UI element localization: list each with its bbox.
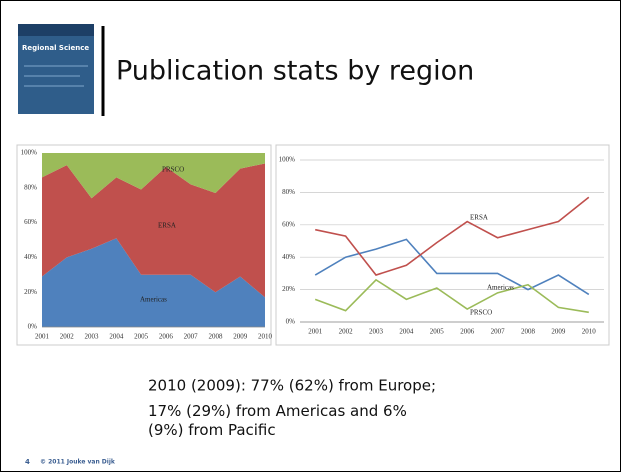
x-tick-label: 2005 bbox=[134, 333, 149, 341]
x-tick-label: 2001 bbox=[35, 333, 50, 341]
series-label: Americas bbox=[487, 284, 514, 292]
y-tick-label: 60% bbox=[282, 220, 295, 228]
x-tick-label: 2009 bbox=[551, 328, 566, 336]
x-tick-label: 2008 bbox=[208, 333, 223, 341]
y-tick-label: 20% bbox=[282, 285, 295, 293]
chart-frame bbox=[276, 145, 609, 345]
y-tick-label: 100% bbox=[279, 156, 296, 164]
series-label: ERSA bbox=[158, 222, 176, 230]
x-tick-label: 2006 bbox=[159, 333, 174, 341]
x-tick-label: 2002 bbox=[339, 328, 354, 336]
x-tick-label: 2004 bbox=[109, 333, 124, 341]
series-label: Americas bbox=[140, 296, 167, 304]
x-tick-label: 2009 bbox=[233, 333, 248, 341]
y-tick-label: 80% bbox=[24, 183, 37, 191]
x-tick-label: 2010 bbox=[258, 333, 273, 341]
x-tick-label: 2005 bbox=[430, 328, 445, 336]
series-label: PRSCO bbox=[470, 309, 492, 317]
y-tick-label: 0% bbox=[286, 318, 296, 326]
x-tick-label: 2002 bbox=[60, 333, 75, 341]
series-label: PRSCO bbox=[162, 166, 184, 174]
x-tick-label: 2004 bbox=[399, 328, 414, 336]
body-block: 17% (29%) from Americas and 6% (9%) from… bbox=[146, 402, 446, 452]
slide: Regional Science Publication stats by re… bbox=[0, 0, 621, 472]
slide-title: Publication stats by region bbox=[116, 56, 474, 87]
y-tick-label: 100% bbox=[21, 149, 38, 157]
footer-text: © 2011 Jouke van Dijk bbox=[40, 459, 116, 466]
series-label: ERSA bbox=[470, 214, 488, 222]
y-tick-label: 20% bbox=[24, 288, 37, 296]
cover-title: Regional Science bbox=[22, 44, 89, 52]
page-number: 4 bbox=[25, 458, 30, 466]
x-tick-label: 2006 bbox=[460, 328, 475, 336]
cover-image bbox=[18, 24, 94, 114]
x-tick-label: 2007 bbox=[491, 328, 506, 336]
cover: Regional Science bbox=[18, 24, 94, 114]
y-tick-label: 80% bbox=[282, 188, 295, 196]
x-tick-label: 2008 bbox=[521, 328, 536, 336]
body-text: 2010 (2009): 77% (62%) from Europe; bbox=[148, 377, 436, 395]
y-tick-label: 60% bbox=[24, 218, 37, 226]
x-tick-label: 2003 bbox=[85, 333, 100, 341]
y-tick-label: 0% bbox=[28, 323, 38, 331]
x-tick-label: 2003 bbox=[369, 328, 384, 336]
cover-band bbox=[18, 24, 94, 36]
x-tick-label: 2010 bbox=[582, 328, 597, 336]
y-tick-label: 40% bbox=[282, 253, 295, 261]
body-text: 17% (29%) from Americas and 6% (9%) from… bbox=[148, 402, 444, 440]
x-tick-label: 2007 bbox=[184, 333, 199, 341]
y-tick-label: 40% bbox=[24, 253, 37, 261]
x-tick-label: 2001 bbox=[308, 328, 323, 336]
